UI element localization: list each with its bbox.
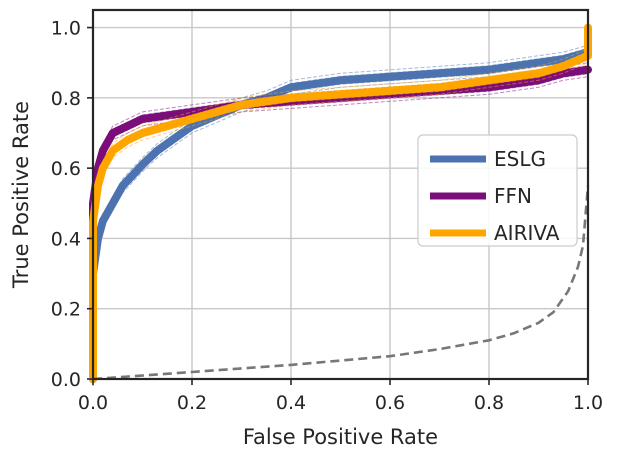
x-tick-label: 1.0 — [573, 392, 603, 414]
y-tick-label: 1.0 — [51, 18, 81, 40]
legend-label-airiva: AIRIVA — [494, 221, 560, 245]
series-line-chance — [92, 185, 590, 381]
legend: ESLG FFN AIRIVA — [417, 134, 578, 247]
axis-ticks: 0.0 0.2 0.4 0.6 0.8 1.0 0.0 0.2 0.4 0.6 0.8 1.0 — [51, 18, 603, 414]
y-tick-label: 0.8 — [51, 88, 81, 110]
plot-series — [89, 20, 592, 386]
x-tick-label: 0.0 — [78, 392, 108, 414]
x-tick-label: 0.4 — [276, 392, 306, 414]
series-line-airiva — [89, 23, 592, 383]
y-tick-label: 0.2 — [51, 299, 81, 321]
series-fold-airiva — [92, 34, 589, 386]
x-tick-label: 0.6 — [375, 392, 405, 414]
series-fold-airiva — [92, 20, 589, 372]
y-tick-label: 0.4 — [51, 228, 81, 250]
legend-box — [417, 134, 578, 247]
y-tick-label: 0.0 — [51, 369, 81, 391]
x-tick-label: 0.8 — [474, 392, 504, 414]
y-tick-label: 0.6 — [51, 158, 81, 180]
x-tick-label: 0.2 — [177, 392, 207, 414]
x-axis-label: False Positive Rate — [243, 425, 438, 449]
legend-label-eslg: ESLG — [494, 147, 546, 171]
plot-frame — [91, 8, 590, 381]
legend-label-ffn: FFN — [494, 184, 532, 208]
y-axis-label: True Positive Rate — [9, 101, 33, 289]
